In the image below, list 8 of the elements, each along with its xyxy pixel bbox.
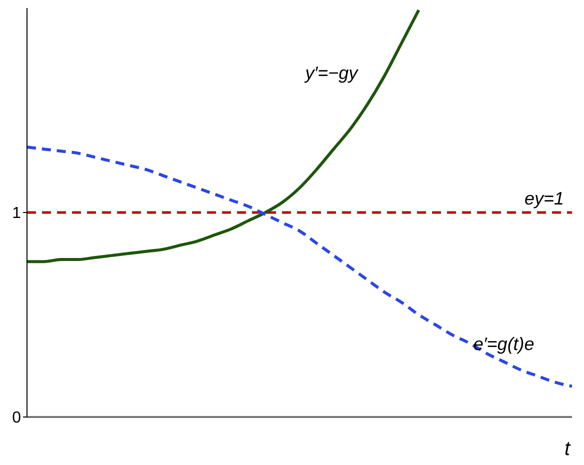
series-label: e′=g(t)e xyxy=(473,334,534,354)
series-label: y′=−gy xyxy=(303,63,359,84)
y-tick-label: 0 xyxy=(12,410,22,427)
line-series xyxy=(26,146,574,388)
x-axis-title: t xyxy=(564,438,572,460)
y-tick-label: 1 xyxy=(12,205,22,222)
line-series xyxy=(26,8,420,264)
ref-line-label: ey=1 xyxy=(524,188,564,208)
